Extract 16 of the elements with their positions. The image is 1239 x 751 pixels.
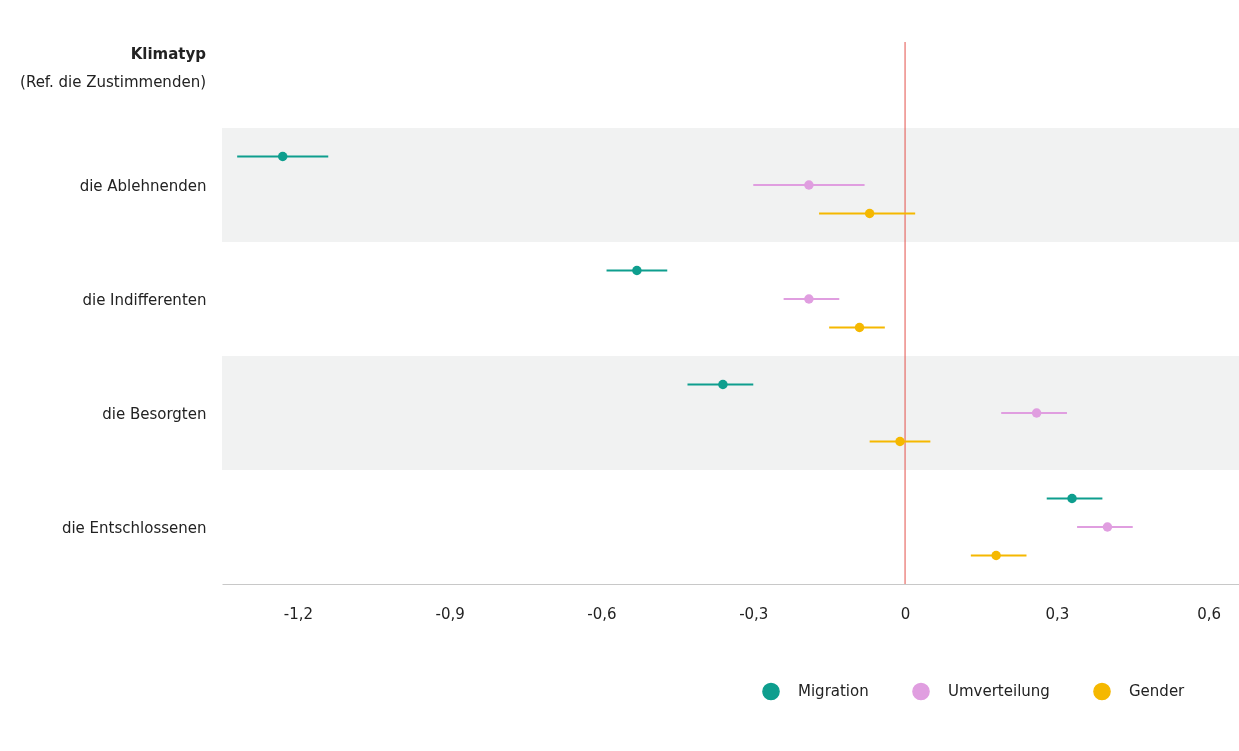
x-tick-label: -1,2 [283,604,314,623]
y-tick-label: die Indifferenten [82,290,207,309]
legend-label: Migration [798,682,869,701]
y-axis-title: Klimatyp [130,44,207,63]
legend-label: Umverteilung [948,682,1050,701]
legend-label: Gender [1129,682,1186,701]
y-tick-label: die Ablehnenden [79,176,207,195]
text: (Ref. die Zustimmenden) [20,73,206,92]
y-tick-label: die Besorgten [102,404,207,423]
x-tick-label: -0,3 [739,604,769,623]
x-tick-label: -0,9 [435,604,465,623]
y-tick-label: die Entschlossenen [61,518,207,537]
x-tick-label: 0 [900,604,911,623]
x-tick-label: 0,6 [1197,604,1222,623]
x-tick-label: -0,6 [587,604,617,623]
x-tick-label: 0,3 [1045,604,1070,623]
